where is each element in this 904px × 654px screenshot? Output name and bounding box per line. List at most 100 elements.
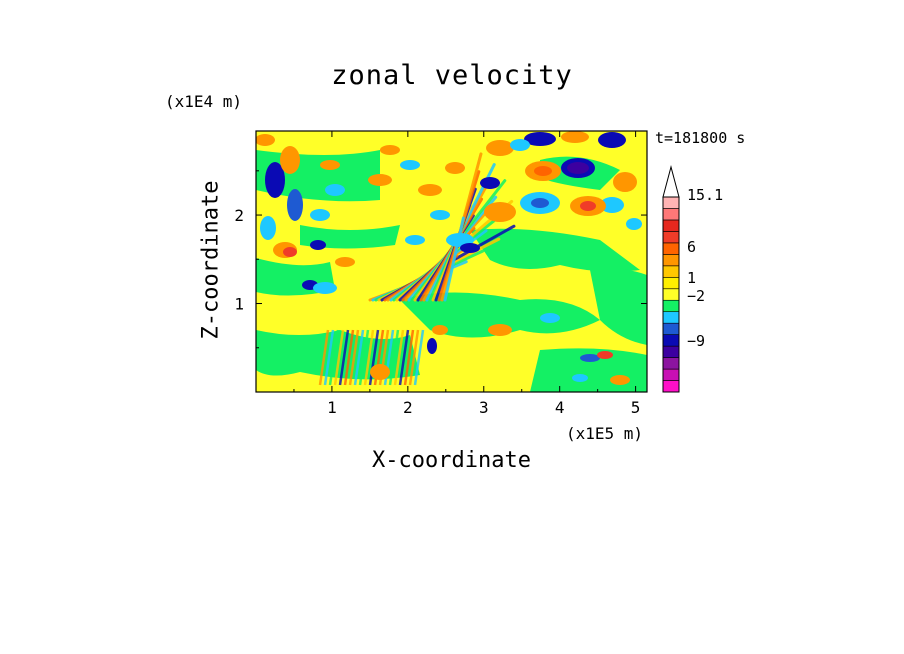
colorbar-swatch [662,231,680,244]
colorbar-tick-label: 15.1 [687,186,723,204]
field-cell [460,243,480,253]
field-cell [626,218,642,230]
field-cell [320,160,340,170]
field-cell [335,257,355,267]
streak [338,329,350,386]
field-region [470,228,640,272]
streak-pattern [318,152,516,386]
colorbar-swatch [662,299,680,313]
colorbar-swatch [662,288,680,301]
streak [328,329,340,386]
x-axis-unit: (x1E5 m) [566,424,644,443]
colorbar-tick-label: −9 [687,332,705,350]
field-cell [580,201,596,211]
streak [353,329,365,386]
streak [363,329,375,386]
x-tick-label: 5 [631,398,641,417]
field-cell [310,209,330,221]
colorbar-tick-label: −2 [687,287,705,305]
colorbar-swatch [662,334,680,347]
colorbar-swatch [662,196,680,209]
chart-title: zonal velocity [331,60,573,91]
streak [393,329,405,386]
plot-area [256,131,647,392]
field-cell [283,247,297,257]
field-cell [260,216,276,240]
field-cell [370,364,390,380]
streak [398,329,410,386]
field-cell [610,375,630,385]
field-cell [572,374,588,382]
field-cell [540,313,560,323]
streak [343,329,355,386]
field-cell [445,162,465,174]
streak [403,329,415,386]
colorbar-swatch [662,357,680,370]
field-cell [427,338,437,354]
field-cell [432,325,448,335]
y-tick-label: 2 [234,206,244,225]
field-cell [405,235,425,245]
field-cell [380,145,400,155]
colorbar-frame [662,196,680,393]
streak [323,329,335,386]
field-cell [280,146,300,174]
streak [348,329,360,386]
streak [443,216,465,302]
colorbar-swatch [662,219,680,232]
x-tick-label: 2 [403,398,413,417]
colorbar-tick-label: 1 [687,269,696,287]
field-cell [480,177,500,189]
colorbar-extend-arrow [662,165,680,198]
streak [413,329,425,386]
colorbar-tick-label: 6 [687,238,696,256]
field-cell [510,139,530,151]
colorbar-swatch [662,311,680,324]
field-cell [400,160,420,170]
colorbar-swatch [662,208,680,221]
time-label: t=181800 s [655,129,746,147]
field-cell [265,162,285,198]
field-cell [486,140,514,156]
axes: 1 2 3 4 5 1 2 [234,131,647,417]
colorbar-swatch [662,368,680,381]
field-cell [287,189,303,221]
x-tick-label: 3 [479,398,489,417]
field-cell [484,202,516,222]
colorbar-swatch [662,322,680,335]
colorbar-swatch [662,265,680,278]
streak [388,329,400,386]
x-tick-label: 1 [327,398,337,417]
field-cell [567,162,589,174]
streak [318,329,330,386]
field-region [590,268,647,345]
x-axis-label: X-coordinate [372,448,531,473]
colorbar-swatch [662,276,680,290]
colorbar-swatch [662,242,680,255]
streak [358,329,370,386]
field-cell [534,166,552,176]
field-cell [613,172,637,192]
plot-frame [255,130,648,393]
field-cell [597,351,613,359]
streak [408,329,420,386]
colorbar-swatch [662,380,680,393]
field-cell [430,210,450,220]
field-cell [598,132,626,148]
field-cell [310,240,326,250]
colorbar: 15.1 6 1−2 −9 [662,165,723,393]
field-region [400,292,600,338]
field-cell [325,184,345,196]
x-tick-label: 4 [555,398,565,417]
y-tick-label: 1 [234,295,244,314]
y-axis-unit: (x1E4 m) [165,92,243,111]
field-cell [368,174,392,186]
field-cell [488,324,512,336]
streak [333,329,345,386]
field-cell [600,197,624,213]
field-cell [561,131,589,143]
field-cell [524,132,556,146]
field-cell [313,282,337,294]
colorbar-swatch [662,254,680,267]
